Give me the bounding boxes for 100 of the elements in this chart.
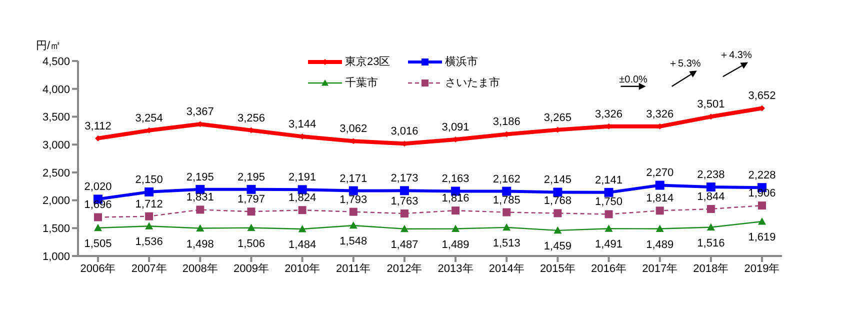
data-label: 3,112 bbox=[84, 120, 112, 132]
data-label: 1,536 bbox=[135, 236, 163, 248]
data-label: 1,712 bbox=[135, 198, 163, 210]
point bbox=[502, 223, 511, 231]
data-label: 2,171 bbox=[340, 172, 368, 185]
point bbox=[196, 224, 204, 232]
point bbox=[706, 204, 715, 213]
point bbox=[502, 208, 511, 216]
point bbox=[502, 186, 512, 196]
point bbox=[655, 180, 664, 190]
annotation: ＋4.3% bbox=[719, 50, 752, 62]
data-label: 1,498 bbox=[186, 238, 214, 250]
point bbox=[604, 210, 613, 218]
data-label: 1,505 bbox=[84, 238, 112, 250]
data-label: 3,062 bbox=[340, 123, 368, 136]
data-label: 2,150 bbox=[135, 174, 163, 186]
y-tick-label: 4,000 bbox=[42, 84, 70, 96]
data-label: 2,238 bbox=[697, 169, 725, 182]
point bbox=[196, 206, 204, 214]
data-label: 3,652 bbox=[748, 90, 776, 102]
point bbox=[554, 209, 562, 218]
data-label: 3,265 bbox=[544, 112, 572, 124]
data-label: 2,173 bbox=[390, 172, 418, 185]
x-tick-label: 2006年 bbox=[80, 262, 116, 275]
x-tick-label: 2017年 bbox=[642, 262, 678, 275]
data-label: 2,162 bbox=[492, 173, 520, 186]
point bbox=[452, 206, 460, 215]
data-label: 1,513 bbox=[492, 237, 520, 250]
data-label: 1,814 bbox=[646, 192, 674, 205]
data-label: 1,619 bbox=[748, 232, 776, 244]
y-tick-label: 1,000 bbox=[42, 250, 70, 263]
data-label: 1,906 bbox=[748, 188, 776, 200]
legend-label: 横浜市 bbox=[445, 54, 478, 69]
point bbox=[246, 184, 256, 194]
data-label: 1,844 bbox=[697, 190, 725, 203]
point bbox=[349, 221, 358, 229]
annotation: ＋5.3% bbox=[668, 58, 701, 70]
data-label: 1,793 bbox=[340, 194, 368, 206]
point bbox=[758, 218, 766, 225]
data-label: 3,091 bbox=[442, 122, 470, 134]
point bbox=[554, 226, 562, 234]
legend-label: 東京23区 bbox=[345, 54, 390, 69]
y-tick-label: 2,000 bbox=[42, 195, 70, 208]
x-tick-label: 2018年 bbox=[693, 262, 729, 275]
point bbox=[400, 186, 409, 196]
data-label: 3,501 bbox=[697, 98, 725, 111]
point bbox=[656, 224, 664, 232]
x-tick-label: 2013年 bbox=[438, 262, 474, 275]
point bbox=[94, 213, 102, 222]
point bbox=[604, 224, 613, 232]
point bbox=[706, 223, 715, 230]
data-label: 2,195 bbox=[237, 171, 265, 184]
x-tick-label: 2016年 bbox=[591, 262, 627, 275]
data-label: 3,144 bbox=[288, 118, 316, 131]
y-axis-title: 円/㎡ bbox=[36, 39, 62, 53]
point bbox=[400, 224, 408, 232]
point bbox=[758, 202, 766, 210]
data-label: 3,367 bbox=[186, 106, 214, 118]
data-label: 2,141 bbox=[595, 174, 623, 186]
point bbox=[656, 206, 664, 215]
data-label: 3,186 bbox=[492, 116, 520, 128]
point bbox=[348, 186, 358, 196]
data-label: 2,020 bbox=[84, 181, 112, 194]
y-tick-label: 1,500 bbox=[42, 223, 70, 236]
point bbox=[145, 212, 154, 220]
point bbox=[94, 224, 102, 232]
data-label: 1,768 bbox=[544, 195, 572, 208]
data-label: 1,824 bbox=[288, 192, 316, 204]
data-label: 3,326 bbox=[646, 108, 674, 120]
point bbox=[298, 206, 306, 214]
data-label: 1,489 bbox=[442, 238, 470, 251]
data-label: 2,195 bbox=[186, 171, 214, 184]
point bbox=[247, 224, 256, 232]
data-label: 1,831 bbox=[186, 192, 214, 204]
data-label: 3,326 bbox=[595, 108, 623, 120]
y-tick-label: 3,500 bbox=[42, 112, 70, 124]
point bbox=[298, 225, 306, 232]
x-tick-label: 2007年 bbox=[131, 262, 167, 275]
data-label: 1,750 bbox=[595, 196, 623, 208]
x-tick-label: 2015年 bbox=[540, 262, 576, 275]
point bbox=[349, 208, 358, 216]
x-tick-label: 2010年 bbox=[284, 262, 320, 275]
data-label: 1,491 bbox=[595, 238, 623, 251]
data-label: 1,484 bbox=[288, 239, 316, 252]
data-label: 1,548 bbox=[340, 235, 368, 248]
data-label: 1,816 bbox=[442, 192, 470, 205]
data-label: 2,191 bbox=[288, 172, 316, 184]
point bbox=[604, 188, 614, 197]
y-tick-label: 2,500 bbox=[42, 167, 70, 180]
point bbox=[247, 208, 256, 216]
x-tick-label: 2011年 bbox=[336, 262, 371, 275]
data-label: 2,163 bbox=[442, 173, 470, 186]
point bbox=[706, 182, 716, 192]
data-label: 2,270 bbox=[646, 167, 674, 180]
data-label: 3,256 bbox=[237, 112, 265, 124]
data-label: 1,489 bbox=[646, 238, 674, 251]
x-tick-label: 2009年 bbox=[233, 262, 269, 275]
x-tick-label: 2019年 bbox=[744, 262, 780, 275]
point bbox=[400, 209, 408, 218]
x-tick-label: 2008年 bbox=[182, 262, 218, 275]
